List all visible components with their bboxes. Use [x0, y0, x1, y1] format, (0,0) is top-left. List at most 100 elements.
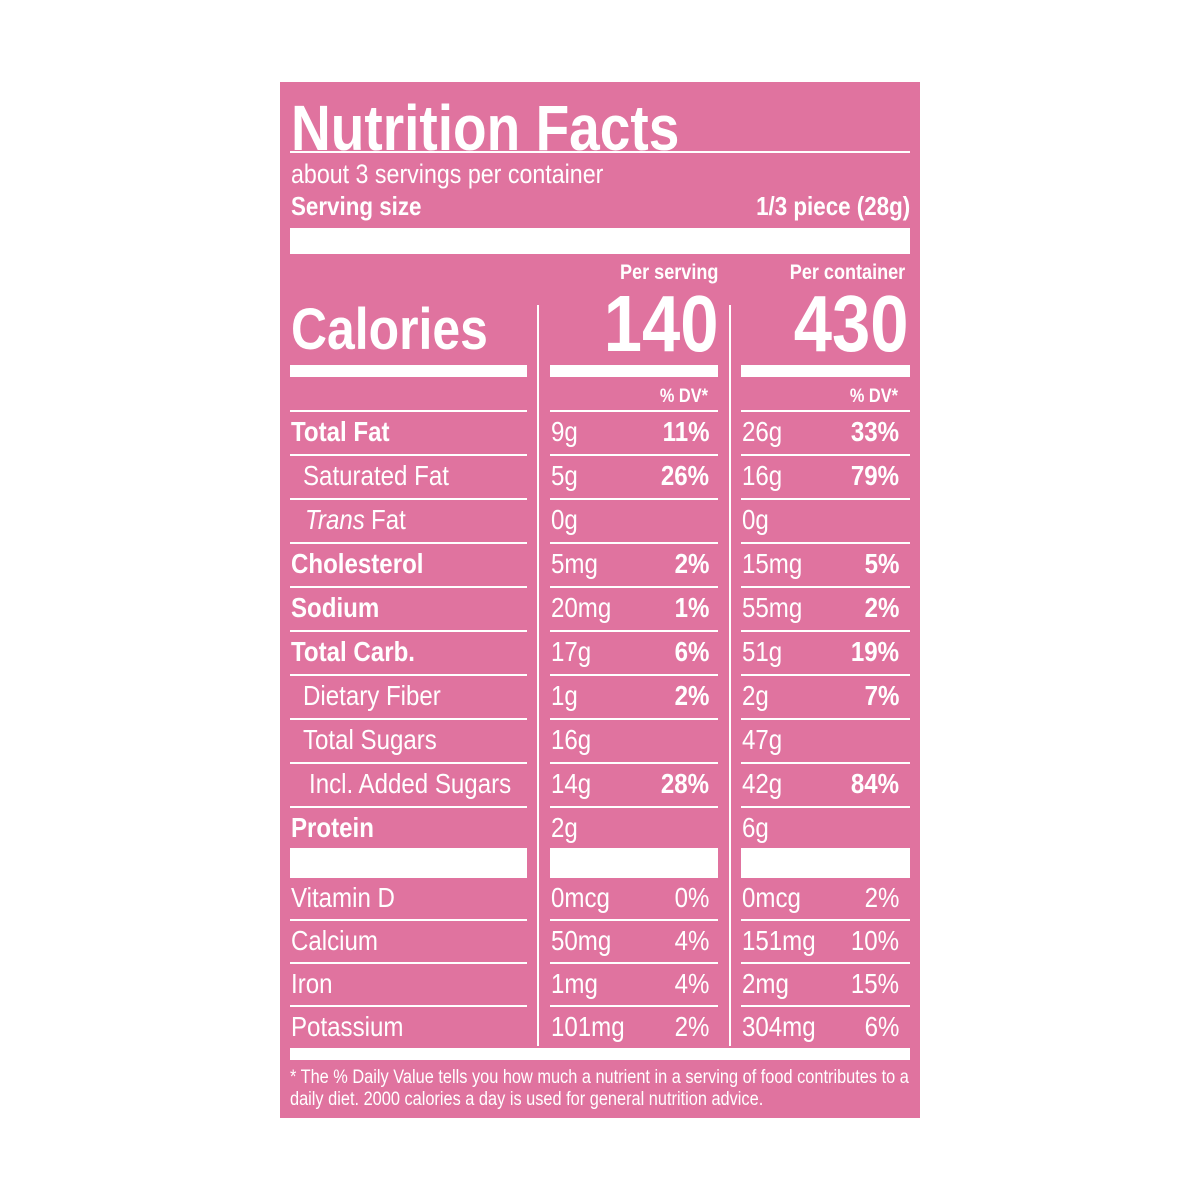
- rule: [741, 718, 910, 720]
- thick-rule: [290, 1048, 910, 1060]
- rule: [550, 498, 718, 500]
- daily-value: 79%: [850, 460, 899, 491]
- rule: [290, 410, 527, 412]
- amount: 151mg: [742, 924, 816, 956]
- rule: [741, 542, 910, 544]
- amount: 16g: [742, 460, 783, 491]
- rule: [741, 919, 910, 921]
- nutrient-name: Potassium: [291, 1010, 404, 1042]
- column-header: Per serving: [619, 261, 718, 284]
- amount: 1g: [551, 680, 578, 711]
- rule: [550, 454, 718, 456]
- rule: [741, 498, 910, 500]
- rule: [290, 674, 527, 676]
- rule: [741, 630, 910, 632]
- daily-value: 15%: [850, 967, 899, 999]
- rule: [741, 876, 910, 878]
- column-divider: [729, 305, 731, 1046]
- column-header: Per container: [789, 261, 905, 284]
- amount: 6g: [742, 812, 769, 843]
- daily-value: 11%: [662, 416, 709, 447]
- thick-rule: [290, 365, 527, 377]
- daily-value: 6%: [864, 1010, 899, 1042]
- amount: 26g: [742, 416, 783, 447]
- daily-value: 2%: [674, 548, 709, 579]
- rule: [290, 1005, 527, 1007]
- daily-value: 6%: [674, 636, 709, 667]
- amount: 42g: [742, 768, 783, 799]
- daily-value: 84%: [850, 768, 899, 799]
- amount: 5g: [551, 460, 578, 491]
- thick-rule: [741, 848, 910, 876]
- rule: [741, 762, 910, 764]
- daily-value: 2%: [674, 680, 709, 711]
- nutrient-name: Fat: [370, 504, 406, 535]
- nutrient-name: Total Carb.: [291, 636, 415, 667]
- amount: 20mg: [551, 592, 612, 623]
- amount: 47g: [742, 724, 783, 755]
- rule: [550, 919, 718, 921]
- rule: [741, 1005, 910, 1007]
- daily-value: 28%: [660, 768, 709, 799]
- daily-value: 2%: [674, 1010, 709, 1042]
- nutrient-name: Incl. Added Sugars: [309, 768, 512, 799]
- nutrient-name: Vitamin D: [291, 881, 395, 913]
- thick-rule: [550, 848, 718, 876]
- serving-size-value: 1/3 piece (28g): [755, 191, 910, 221]
- amount: 2g: [551, 812, 578, 843]
- amount: 51g: [742, 636, 783, 667]
- rule: [741, 586, 910, 588]
- rule: [550, 718, 718, 720]
- amount: 50mg: [551, 924, 612, 956]
- rule: [290, 151, 910, 153]
- amount: 0g: [551, 504, 578, 535]
- rule: [290, 630, 527, 632]
- nutrient-name: Saturated Fat: [303, 460, 449, 491]
- calories-value: 430: [793, 279, 908, 368]
- daily-value: 1%: [674, 592, 709, 623]
- calories-label: Calories: [291, 297, 488, 362]
- rule: [290, 762, 527, 764]
- nutrient-name: Cholesterol: [291, 548, 424, 579]
- serving-size-label: Serving size: [291, 191, 422, 221]
- rule: [290, 542, 527, 544]
- nutrient-name: Dietary Fiber: [303, 680, 441, 711]
- amount: 0mcg: [551, 881, 610, 913]
- rule: [290, 919, 527, 921]
- amount: 9g: [551, 416, 578, 447]
- daily-value: 0%: [674, 881, 709, 913]
- rule: [741, 962, 910, 964]
- daily-value: 7%: [864, 680, 899, 711]
- daily-value: 2%: [864, 592, 899, 623]
- daily-value: 26%: [660, 460, 709, 491]
- footnote: * The % Daily Value tells you how much a…: [290, 1067, 909, 1110]
- rule: [741, 674, 910, 676]
- amount: 2g: [742, 680, 769, 711]
- amount: 15mg: [742, 548, 803, 579]
- rule: [550, 762, 718, 764]
- nutrient-name: Protein: [291, 812, 374, 843]
- daily-value: 2%: [864, 881, 899, 913]
- title: Nutrition Facts: [291, 92, 680, 164]
- thick-rule: [290, 848, 527, 876]
- daily-value: 4%: [674, 967, 709, 999]
- daily-value: 4%: [674, 924, 709, 956]
- amount: 14g: [551, 768, 592, 799]
- dv-header: % DV*: [659, 386, 708, 407]
- amount: 16g: [551, 724, 592, 755]
- servings: about 3 servings per container: [291, 159, 604, 189]
- nutrient-name: Total Sugars: [303, 724, 437, 755]
- amount: 2mg: [742, 967, 789, 999]
- nutrient-name: Iron: [291, 967, 333, 999]
- daily-value: 33%: [850, 416, 899, 447]
- daily-value: 5%: [864, 548, 899, 579]
- nutrition-label: Nutrition Facts about 3 servings per cont…: [280, 82, 920, 1118]
- rule: [550, 630, 718, 632]
- rule: [550, 806, 718, 808]
- thick-rule: [741, 365, 910, 377]
- amount: 17g: [551, 636, 592, 667]
- amount: 304mg: [742, 1010, 816, 1042]
- daily-value: 19%: [850, 636, 899, 667]
- column-divider: [537, 305, 539, 1046]
- rule: [741, 410, 910, 412]
